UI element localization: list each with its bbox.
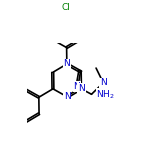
Text: N: N — [78, 84, 85, 93]
Text: NH$_2$: NH$_2$ — [96, 88, 115, 100]
Text: N: N — [100, 78, 107, 87]
Text: Cl: Cl — [62, 3, 71, 12]
Text: N: N — [64, 59, 70, 69]
Text: N: N — [74, 82, 80, 91]
Text: N: N — [64, 92, 71, 101]
